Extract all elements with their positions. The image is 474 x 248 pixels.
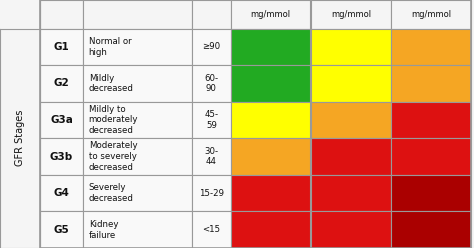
Bar [83, 29, 192, 65]
Bar [192, 175, 231, 211]
Bar [231, 0, 310, 29]
Text: GFR Stages: GFR Stages [15, 110, 25, 166]
Bar [83, 0, 192, 29]
Text: 60-
90: 60- 90 [204, 74, 219, 93]
Bar [231, 138, 310, 175]
Bar [311, 102, 391, 138]
Bar [40, 29, 83, 65]
Bar [83, 175, 192, 211]
Text: G2: G2 [54, 78, 70, 88]
Bar [311, 138, 391, 175]
Bar [231, 65, 310, 102]
Text: mg/mmol: mg/mmol [411, 10, 451, 19]
Text: G5: G5 [54, 225, 70, 235]
Bar [311, 65, 391, 102]
Bar [311, 211, 391, 248]
Bar [40, 138, 83, 175]
Bar [83, 211, 192, 248]
Bar [40, 175, 83, 211]
Bar [391, 65, 471, 102]
Bar [83, 65, 192, 102]
Bar [40, 65, 83, 102]
Bar [40, 102, 83, 138]
Bar [192, 0, 231, 29]
Text: G3a: G3a [50, 115, 73, 125]
Text: G4: G4 [54, 188, 70, 198]
Text: Mildly
decreased: Mildly decreased [89, 73, 134, 93]
Bar [311, 175, 391, 211]
Bar [40, 211, 83, 248]
Text: G3b: G3b [50, 152, 73, 161]
Bar [231, 102, 310, 138]
Text: Mildly to
moderately
decreased: Mildly to moderately decreased [89, 105, 138, 135]
Bar [83, 102, 192, 138]
Text: 15-29: 15-29 [199, 189, 224, 198]
Text: Moderately
to severely
decreased: Moderately to severely decreased [89, 141, 137, 172]
Bar [192, 29, 231, 65]
Text: 30-
44: 30- 44 [204, 147, 219, 166]
Bar [192, 65, 231, 102]
Bar [391, 29, 471, 65]
Text: mg/mmol: mg/mmol [331, 10, 371, 19]
Text: 45-
59: 45- 59 [204, 110, 219, 130]
Bar [391, 138, 471, 175]
Text: G1: G1 [54, 42, 70, 52]
Bar [311, 29, 391, 65]
Text: ≥90: ≥90 [202, 42, 220, 51]
Text: Kidney
failure: Kidney failure [89, 220, 118, 240]
Bar [231, 29, 310, 65]
Text: Severely
decreased: Severely decreased [89, 183, 134, 203]
Text: mg/mmol: mg/mmol [251, 10, 291, 19]
Bar [231, 175, 310, 211]
Bar [192, 138, 231, 175]
Bar [192, 211, 231, 248]
Bar [311, 0, 391, 29]
Bar [391, 211, 471, 248]
Bar [391, 175, 471, 211]
Bar [391, 0, 471, 29]
Bar [83, 138, 192, 175]
Text: Normal or
high: Normal or high [89, 37, 131, 57]
Bar [231, 211, 310, 248]
Bar [192, 102, 231, 138]
Text: <15: <15 [202, 225, 220, 234]
Bar [40, 0, 83, 29]
Bar [391, 102, 471, 138]
